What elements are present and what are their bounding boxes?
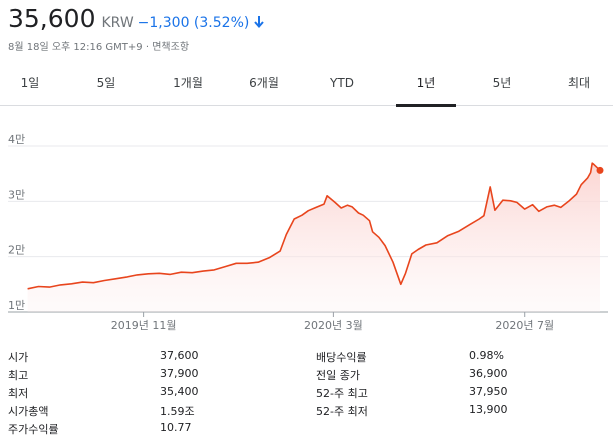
price-area-fill xyxy=(27,163,601,312)
stat-label: 시가총액 xyxy=(8,405,49,418)
tab-range-6[interactable]: 5년 xyxy=(492,76,512,90)
stat-label: 배당수익률 xyxy=(316,351,367,364)
stat-value: 13,900 xyxy=(469,403,508,416)
disclaimer-link[interactable]: 면책조항 xyxy=(152,42,190,53)
stat-value: 0.98% xyxy=(469,349,504,362)
current-price-dot xyxy=(596,166,604,174)
quote-subline: 8월 18일 오후 12:16 GMT+9 · 면책조항 xyxy=(8,38,189,53)
tab-range-0[interactable]: 1일 xyxy=(20,76,40,90)
stat-value: 37,600 xyxy=(160,349,199,362)
stat-value: 37,950 xyxy=(469,385,508,398)
stat-value: 1.59조 xyxy=(160,405,195,418)
current-price: 35,600 xyxy=(8,4,96,33)
stat-value: 10.77 xyxy=(160,421,192,434)
stat-value: 35,400 xyxy=(160,385,199,398)
tab-range-3[interactable]: 6개월 xyxy=(249,76,279,90)
separator-dot: · xyxy=(145,42,150,53)
y-tick-label: 4만 xyxy=(8,133,25,146)
quote-header: 35,600 KRW −1,300 (3.52%) xyxy=(8,4,265,33)
stat-value: 36,900 xyxy=(469,367,508,380)
x-tick-label: 2020년 7월 xyxy=(495,319,554,332)
stat-label: 52-주 최저 xyxy=(316,405,368,418)
range-tabs: 1일 5일 1개월 6개월 YTD 1년 5년 최대 xyxy=(0,70,613,107)
price-line xyxy=(27,162,601,290)
stat-label: 주가수익률 xyxy=(8,423,59,436)
currency-code: KRW xyxy=(101,15,134,31)
tab-range-4[interactable]: YTD xyxy=(330,76,354,90)
tab-range-1[interactable]: 5일 xyxy=(96,76,116,90)
price-chart: 1만 2만 3만 4만 2019년 11월 2020년 3월 2020년 7월 xyxy=(8,133,608,332)
stat-value: 37,900 xyxy=(160,367,199,380)
quote-timestamp: 8월 18일 오후 12:16 GMT+9 xyxy=(8,42,143,53)
tab-range-7[interactable]: 최대 xyxy=(567,76,591,90)
stat-label: 최고 xyxy=(8,369,29,382)
stat-label: 52-주 최고 xyxy=(316,387,368,400)
stat-label: 전일 종가 xyxy=(316,369,360,382)
tab-range-2[interactable]: 1개월 xyxy=(173,76,203,90)
price-change: −1,300 (3.52%) xyxy=(137,15,250,31)
arrow-down-icon xyxy=(254,16,265,29)
x-tick-label: 2020년 3월 xyxy=(304,319,363,332)
x-tick-label: 2019년 11월 xyxy=(111,319,177,332)
tab-range-5[interactable]: 1년 xyxy=(396,70,456,107)
y-tick-label: 2만 xyxy=(8,244,25,257)
stat-label: 최저 xyxy=(8,387,29,400)
stat-label: 시가 xyxy=(8,351,29,364)
y-tick-label: 1만 xyxy=(8,299,25,312)
y-tick-label: 3만 xyxy=(8,188,25,201)
